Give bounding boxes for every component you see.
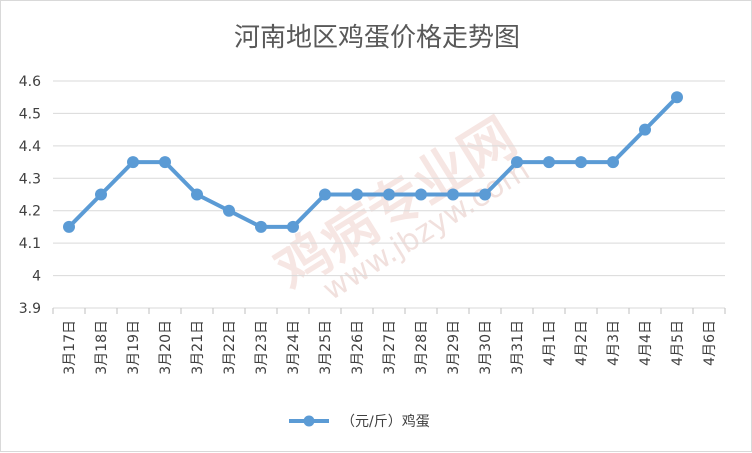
data-point	[543, 156, 555, 169]
gridlines	[53, 80, 725, 309]
data-point	[191, 188, 203, 201]
y-axis-ticks: 3.9 4 4.1 4.2 4.3 4.4 4.5 4.6	[19, 74, 41, 317]
y-tick-label: 4.5	[19, 106, 41, 122]
legend-label: （元/斤）鸡蛋	[341, 413, 430, 430]
x-tick-label: 4月1日	[542, 320, 558, 366]
x-tick-label: 3月25日	[318, 320, 334, 375]
watermark: 鸡病专业网 www.jbzyw.com	[265, 106, 536, 308]
data-point	[351, 188, 363, 201]
x-tick-label: 3月17日	[62, 320, 78, 375]
x-tick-label: 3月23日	[254, 320, 270, 375]
y-tick-label: 3.9	[19, 301, 41, 317]
data-point	[63, 220, 75, 233]
x-tick-label: 4月5日	[670, 320, 686, 366]
x-tick-label: 3月22日	[222, 320, 238, 375]
data-point	[319, 188, 331, 201]
x-tick-label: 3月26日	[350, 320, 366, 375]
data-point	[127, 156, 139, 169]
y-tick-label: 4.1	[19, 236, 41, 252]
data-point	[607, 156, 619, 169]
x-tick-label: 3月27日	[382, 320, 398, 375]
x-tick-label: 4月6日	[702, 320, 718, 366]
y-tick-label: 4.3	[19, 171, 41, 187]
data-point	[287, 220, 299, 233]
y-tick-label: 4.2	[19, 204, 41, 220]
x-tick-label: 3月18日	[94, 320, 110, 375]
data-point	[671, 91, 683, 104]
x-tick-label: 3月24日	[286, 320, 302, 375]
data-point	[479, 188, 491, 201]
x-tick-label: 3月29日	[446, 320, 462, 375]
chart-title: 河南地区鸡蛋价格走势图	[234, 23, 520, 53]
x-tick-label: 3月19日	[126, 320, 142, 375]
y-tick-label: 4.6	[19, 74, 41, 90]
x-tick-label: 3月30日	[478, 320, 494, 375]
x-tick-label: 3月20日	[158, 320, 174, 375]
data-point	[415, 188, 427, 201]
legend-dot-marker	[303, 415, 315, 427]
data-point	[95, 188, 107, 201]
x-tick-label: 3月28日	[414, 320, 430, 375]
y-tick-label: 4.4	[19, 139, 41, 155]
x-tick-label: 4月3日	[606, 320, 622, 366]
x-tick-label: 3月31日	[510, 320, 526, 375]
data-point	[511, 156, 523, 169]
series-egg	[63, 91, 683, 233]
legend: （元/斤）鸡蛋	[289, 413, 430, 430]
data-point	[447, 188, 459, 201]
data-point	[639, 123, 651, 136]
x-tick-label: 3月21日	[190, 320, 206, 375]
x-tick-label: 4月2日	[574, 320, 590, 366]
y-tick-label: 4	[32, 269, 41, 285]
data-point	[159, 156, 171, 169]
data-point	[223, 204, 235, 217]
x-axis-ticks: 3月17日 3月18日 3月19日 3月20日 3月21日 3月22日 3月23日 3月24日…	[52, 308, 726, 375]
data-point	[383, 188, 395, 201]
data-point	[575, 156, 587, 169]
data-point	[255, 220, 267, 233]
x-tick-label: 4月4日	[638, 320, 654, 366]
